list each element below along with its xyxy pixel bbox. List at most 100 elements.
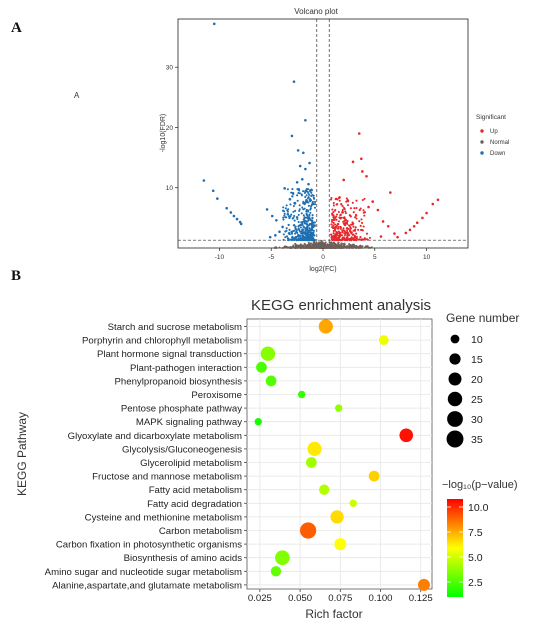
kegg-pathway-label: Carbon fixation in photosynthetic organi… [56, 540, 242, 551]
kegg-pathway-label: Fatty acid degradation [147, 499, 242, 510]
down-point [304, 118, 307, 122]
down-point [302, 232, 305, 235]
down-point [288, 231, 291, 234]
kegg-bubble [349, 499, 357, 507]
up-point [389, 191, 392, 194]
volcano-x-label: log2(FC) [309, 266, 336, 273]
down-point [287, 215, 291, 218]
up-point [349, 225, 352, 228]
up-point [340, 202, 343, 206]
normal-point [304, 244, 307, 247]
down-point [300, 178, 304, 181]
up-point [347, 234, 350, 237]
up-point [393, 232, 396, 235]
kegg-bubble [417, 578, 430, 591]
down-point [298, 164, 302, 168]
up-point [335, 232, 339, 235]
down-point [291, 188, 294, 191]
legend-label-down: Down [490, 151, 505, 157]
up-point [345, 236, 349, 239]
volcano-x-tick-label: 5 [373, 254, 377, 261]
kegg-bubble [330, 510, 344, 524]
up-point [344, 224, 347, 227]
kegg-pathway-label: Plant-pathogen interaction [130, 363, 242, 374]
normal-point [335, 246, 338, 249]
normal-point [287, 246, 290, 249]
normal-point [318, 246, 321, 250]
up-point [341, 210, 344, 213]
normal-point [322, 246, 326, 249]
down-point [292, 210, 295, 213]
up-point [339, 214, 342, 217]
down-point [284, 236, 287, 239]
kegg-pathway-label: Phenylpropanoid biosynthesis [115, 376, 243, 387]
volcano-y-label: -log10(FDR) [160, 114, 167, 153]
down-point [303, 232, 307, 235]
up-point [354, 229, 357, 232]
up-point [335, 218, 338, 221]
kegg-x-label: Rich factor [305, 607, 362, 621]
down-point [283, 187, 286, 190]
down-point [308, 227, 311, 230]
down-point [296, 188, 299, 191]
up-point [360, 157, 363, 161]
up-point [332, 224, 335, 227]
gene-number-legend-dot [447, 391, 463, 407]
down-point [281, 225, 284, 229]
down-point [297, 239, 300, 242]
down-point [301, 236, 304, 239]
legend-swatch-down [480, 151, 484, 155]
down-point [285, 216, 288, 219]
down-point [291, 235, 294, 238]
kegg-pathway-labels: Starch and sucrose metabolism Porphyrin a… [45, 322, 247, 591]
up-point [334, 228, 337, 231]
colorbar-tick-label: 5.0 [468, 552, 483, 564]
down-point [313, 197, 316, 200]
kegg-bubble [300, 522, 317, 539]
up-point [352, 225, 355, 228]
volcano-title: Volcano plot [294, 7, 338, 16]
down-point [295, 181, 299, 184]
down-point [285, 204, 288, 207]
up-point [359, 207, 362, 210]
down-point [307, 229, 310, 232]
up-point [334, 238, 337, 241]
normal-point [278, 246, 281, 249]
down-point [291, 195, 294, 198]
down-point [302, 190, 305, 193]
up-point [354, 226, 357, 229]
up-point [367, 205, 370, 209]
up-point [366, 238, 369, 241]
up-point [342, 216, 345, 219]
up-point [330, 220, 334, 223]
up-point [332, 232, 335, 235]
down-point [274, 234, 277, 237]
up-point [363, 237, 366, 240]
normal-point [321, 243, 324, 246]
down-point [307, 237, 310, 240]
up-point [332, 226, 335, 229]
up-point [342, 178, 346, 182]
down-point [283, 210, 286, 213]
volcano-x-tick-label: -10 [215, 254, 225, 261]
kegg-x-axis: 0.025 0.050 0.075 0.100 0.125 [248, 589, 433, 604]
down-point [225, 206, 228, 210]
normal-point [350, 246, 353, 249]
down-point [287, 224, 290, 227]
down-point [239, 222, 243, 226]
legend-swatch-normal [480, 140, 484, 144]
kegg-pathway-label: Peroxisome [191, 390, 242, 401]
up-point [425, 211, 428, 215]
up-point [357, 132, 361, 135]
down-point [292, 205, 295, 208]
pvalue-colorbar [447, 499, 463, 597]
down-point [301, 234, 304, 237]
kegg-pathway-label: Fatty acid metabolism [149, 485, 242, 496]
down-point [312, 238, 315, 241]
stray-label: A [74, 91, 80, 100]
up-point [340, 234, 344, 237]
normal-point [311, 246, 314, 249]
down-point [286, 209, 289, 212]
down-point [268, 235, 272, 239]
volcano-plot-area [177, 18, 469, 249]
